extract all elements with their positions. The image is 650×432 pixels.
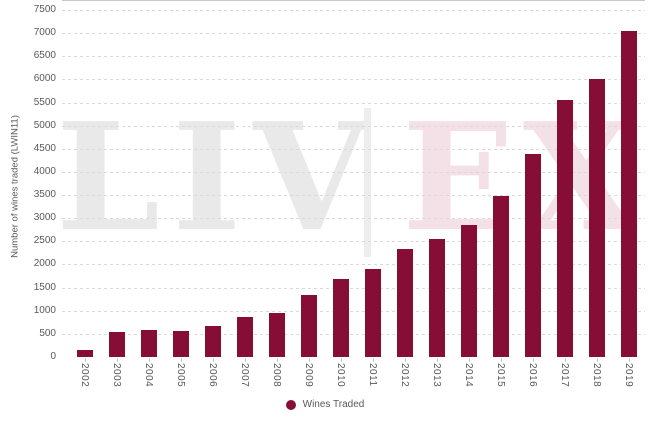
y-tick-label-500: 500 (39, 327, 56, 339)
x-tick-2006 (213, 358, 214, 362)
x-tick-2017 (565, 358, 566, 362)
x-tick-label-2013: 2013 (431, 363, 442, 388)
x-tick-label-2014: 2014 (463, 363, 474, 388)
y-tick-label-6000: 6000 (33, 73, 56, 85)
watermark-ex-text: EX (402, 90, 646, 264)
legend-marker-dot (285, 399, 296, 410)
x-tick-2003 (117, 358, 118, 362)
bar-2002 (77, 349, 93, 357)
gridline-5500 (62, 102, 645, 104)
gridline-3500 (62, 195, 645, 197)
bar-2011 (365, 268, 381, 357)
gridline-500 (62, 333, 645, 335)
bar-2009 (301, 295, 317, 357)
gridline-1000 (62, 310, 645, 312)
bar-2019 (621, 31, 637, 357)
legend: Wines Traded (0, 399, 650, 410)
x-tick-2004 (149, 358, 150, 362)
x-tick-2015 (501, 358, 502, 362)
bar-2007 (237, 316, 253, 357)
gridline-4000 (62, 171, 645, 173)
bar-2003 (109, 332, 125, 357)
x-tick-label-2004: 2004 (143, 363, 154, 388)
y-tick-label-3000: 3000 (33, 212, 56, 224)
y-tick-label-6500: 6500 (33, 50, 56, 62)
x-tick-2014 (469, 358, 470, 362)
x-tick-2002 (85, 358, 86, 362)
bar-2005 (173, 330, 189, 357)
y-tick-label-1500: 1500 (33, 281, 56, 293)
x-axis-line (62, 0, 645, 1)
x-tick-label-2018: 2018 (591, 363, 602, 388)
gridline-6000 (62, 79, 645, 81)
gridline-7000 (62, 33, 645, 35)
y-tick-label-2000: 2000 (33, 258, 56, 270)
bar-2004 (141, 330, 157, 357)
y-tick-label-5000: 5000 (33, 119, 56, 131)
x-tick-label-2019: 2019 (623, 363, 634, 388)
gridline-1500 (62, 287, 645, 289)
x-tick-2013 (437, 358, 438, 362)
y-tick-label-0: 0 (50, 351, 56, 362)
x-tick-label-2015: 2015 (495, 363, 506, 388)
gridline-3000 (62, 218, 645, 220)
legend-label: Wines Traded (302, 399, 365, 410)
x-tick-label-2011: 2011 (367, 363, 378, 387)
x-tick-2018 (597, 358, 598, 362)
bar-2013 (429, 238, 445, 357)
x-tick-2012 (405, 358, 406, 362)
watermark-liv-text: LIV (56, 90, 381, 264)
x-tick-label-2012: 2012 (399, 363, 410, 388)
y-tick-label-1000: 1000 (33, 304, 56, 316)
bar-2008 (269, 313, 285, 357)
y-tick-label-7500: 7500 (33, 4, 56, 15)
x-tick-label-2002: 2002 (79, 363, 90, 388)
x-tick-label-2016: 2016 (527, 363, 538, 388)
y-tick-label-3500: 3500 (33, 189, 56, 201)
bar-2018 (589, 79, 605, 357)
gridline-4500 (62, 148, 645, 150)
x-tick-2019 (629, 358, 630, 362)
y-tick-label-4000: 4000 (33, 165, 56, 177)
watermark-separator-bar (364, 108, 371, 257)
x-tick-label-2003: 2003 (111, 363, 122, 388)
x-tick-label-2010: 2010 (335, 363, 346, 388)
bar-2010 (333, 279, 349, 357)
x-tick-label-2007: 2007 (239, 363, 250, 388)
x-tick-2007 (245, 358, 246, 362)
bar-2015 (493, 195, 509, 357)
x-tick-2009 (309, 358, 310, 362)
gridline-7500 (62, 10, 645, 11)
gridline-2500 (62, 241, 645, 243)
x-tick-label-2009: 2009 (303, 363, 314, 388)
y-tick-label-4500: 4500 (33, 142, 56, 154)
x-tick-2010 (341, 358, 342, 362)
bar-2017 (557, 99, 573, 357)
bar-2006 (205, 326, 221, 357)
x-tick-label-2005: 2005 (175, 363, 186, 388)
x-tick-label-2008: 2008 (271, 363, 282, 388)
x-tick-label-2006: 2006 (207, 363, 218, 388)
x-tick-2008 (277, 358, 278, 362)
x-tick-2016 (533, 358, 534, 362)
gridline-6500 (62, 56, 645, 58)
gridline-5000 (62, 125, 645, 127)
bar-2014 (461, 225, 477, 357)
x-tick-label-2017: 2017 (559, 363, 570, 388)
y-tick-label-7000: 7000 (33, 27, 56, 39)
y-tick-label-2500: 2500 (33, 235, 56, 247)
bar-2012 (397, 248, 413, 357)
bar-2016 (525, 154, 541, 357)
gridline-2000 (62, 264, 645, 266)
x-tick-2011 (373, 358, 374, 362)
x-tick-2005 (181, 358, 182, 362)
y-tick-label-5500: 5500 (33, 96, 56, 108)
